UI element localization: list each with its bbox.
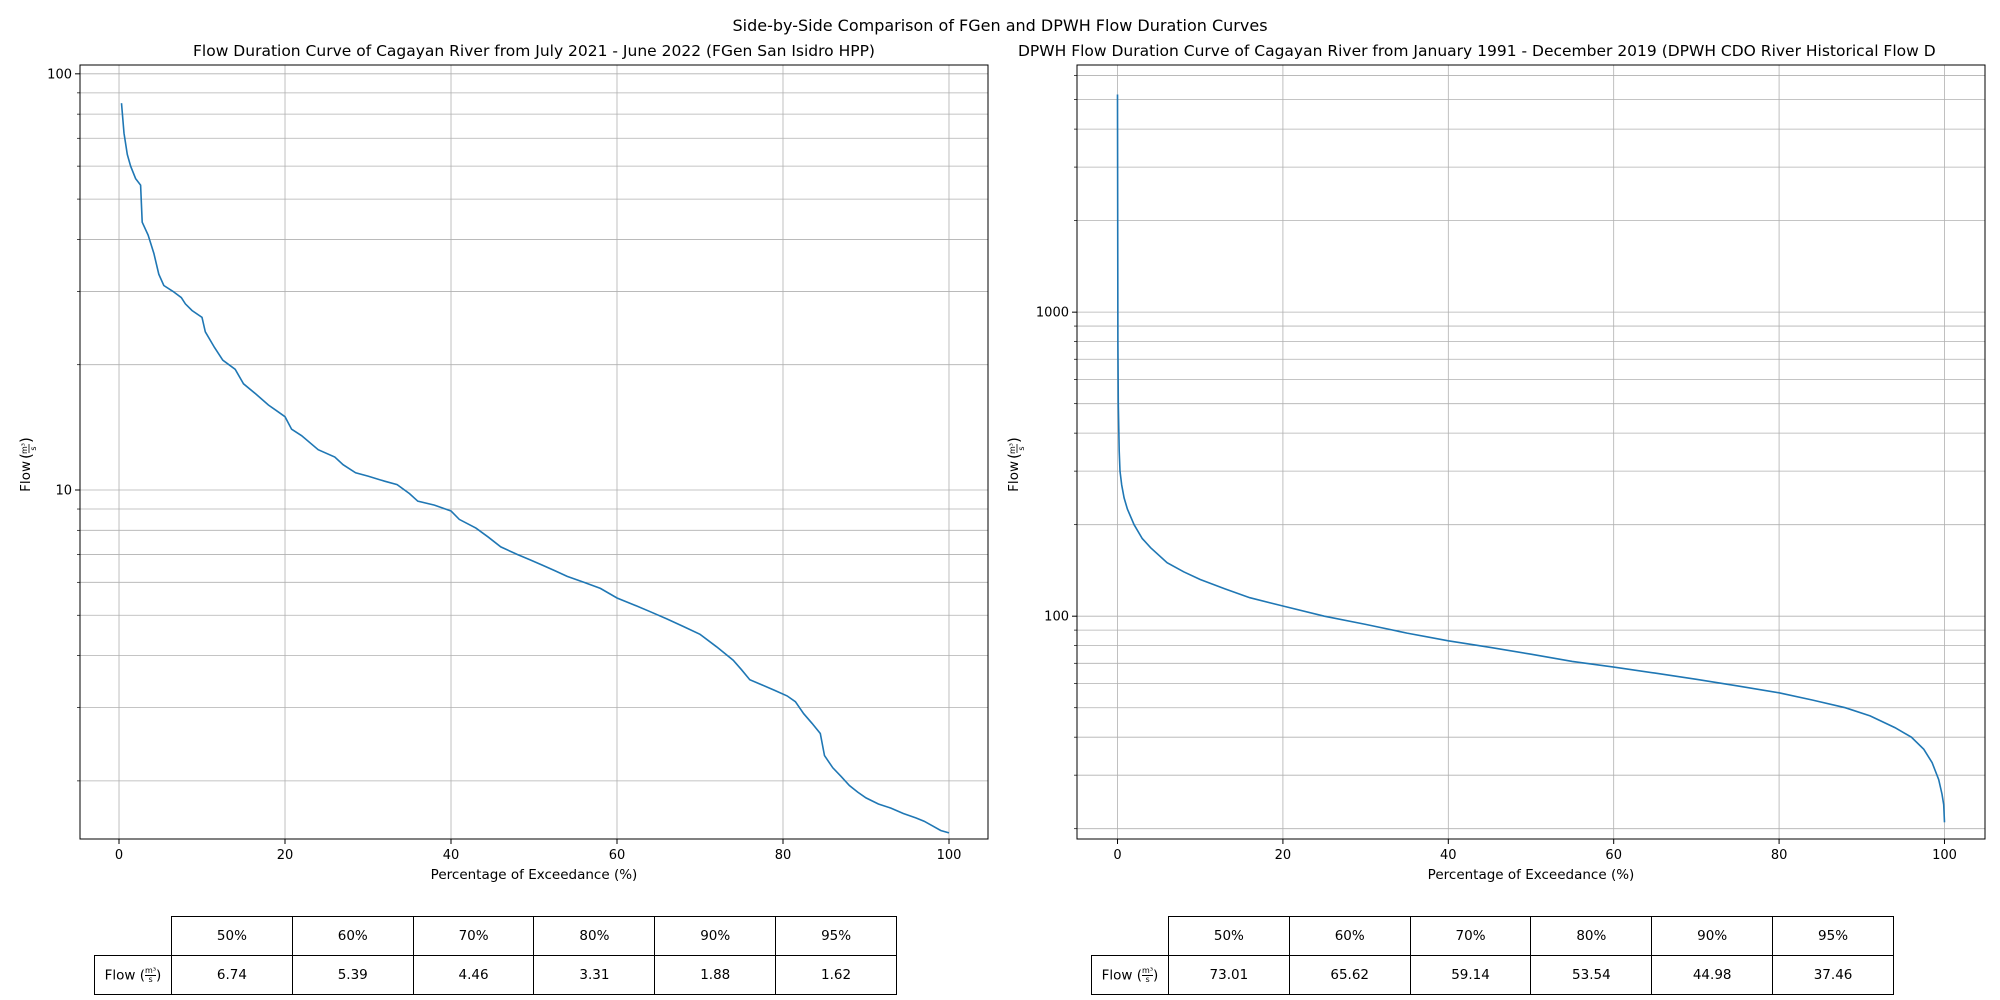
fgen-y-axis-unit-den: s: [29, 446, 38, 450]
dpwh-y-ticks: 100 1000: [1036, 75, 1077, 830]
fgen-x-tick-label: 40: [443, 848, 460, 863]
table-cell: 5.39: [291, 955, 414, 995]
table-cell: 65.62: [1288, 955, 1411, 995]
fgen-y-axis-label: Flow ( m³ s ): [17, 437, 38, 492]
dpwh-x-tick-label: 40: [1440, 848, 1457, 863]
fgen-gridlines: [80, 65, 988, 839]
row-label: Flow: [104, 967, 136, 983]
dpwh-y-axis-unit-num: m³: [1008, 443, 1017, 454]
unit-numerator: m³: [1142, 965, 1154, 976]
dpwh-flow-duration-panel: DPWH Flow Duration Curve of Cagayan Rive…: [1005, 42, 1986, 883]
table-cell: 59.14: [1409, 955, 1532, 995]
table-cell: 4.46: [412, 955, 535, 995]
unit-denominator: s: [1145, 974, 1150, 984]
fgen-table-flow-row: Flow (m³ s) 6.74 5.39 4.46 3.31 1.88 1.62: [94, 955, 897, 995]
fgen-exceedance-table: 50% 60% 70% 80% 90% 95% Flow (m³ s) 6.74 …: [94, 916, 897, 995]
dpwh-exceedance-table: 50% 60% 70% 80% 90% 95% Flow (m³ s) 73.01…: [1091, 916, 1894, 995]
figure-suptitle: Side-by-Side Comparison of FGen and DPWH…: [732, 16, 1267, 35]
table-header-cell: 90%: [654, 916, 777, 956]
table-corner: [1092, 917, 1169, 956]
unit-fraction: m³ s: [1142, 965, 1154, 984]
dpwh-chart-title: DPWH Flow Duration Curve of Cagayan Rive…: [1018, 42, 1936, 60]
dpwh-y-axis-unit-den: s: [1017, 446, 1026, 450]
fgen-y-ticks: 10 100: [47, 67, 80, 782]
unit-numerator: m³: [145, 965, 157, 976]
fgen-x-tick-label: 100: [937, 848, 962, 863]
table-header-cell: 80%: [1530, 916, 1653, 956]
table-header-cell: 80%: [533, 916, 656, 956]
table-header-cell: 95%: [775, 916, 897, 956]
fgen-y-tick-label: 100: [47, 67, 72, 82]
table-corner: [95, 917, 172, 956]
unit-fraction: m³ s: [145, 965, 157, 984]
table-header-cell: 95%: [1772, 916, 1894, 956]
fgen-x-tick-label: 0: [115, 848, 123, 863]
dpwh-x-tick-label: 0: [1113, 848, 1121, 863]
dpwh-y-tick-label: 1000: [1036, 306, 1069, 321]
fgen-chart-title: Flow Duration Curve of Cagayan River fro…: [193, 42, 875, 60]
row-label: Flow: [1101, 967, 1133, 983]
table-cell: 1.62: [775, 955, 897, 995]
table-header-cell: 70%: [412, 916, 535, 956]
fgen-y-axis-unit-num: m³: [20, 443, 29, 454]
dpwh-table-flow-row: Flow (m³ s) 73.01 65.62 59.14 53.54 44.98…: [1091, 955, 1894, 995]
dpwh-gridlines: [1077, 65, 1985, 839]
fgen-flow-duration-panel: Flow Duration Curve of Cagayan River fro…: [17, 42, 989, 883]
fgen-y-axis-label-text: Flow: [18, 461, 34, 492]
table-header-cell: 50%: [171, 916, 293, 956]
table-header-cell: 70%: [1409, 916, 1532, 956]
table-cell: 73.01: [1167, 955, 1290, 995]
table-cell: 44.98: [1651, 955, 1774, 995]
fgen-x-ticks: 0 20 40 60 80 100: [115, 839, 962, 863]
table-header-cell: 90%: [1651, 916, 1774, 956]
dpwh-x-tick-label: 20: [1275, 848, 1292, 863]
fgen-plot-frame: [79, 64, 989, 840]
fgen-y-axis-unit-paren-open: (: [17, 453, 35, 459]
dpwh-x-tick-label: 60: [1605, 848, 1622, 863]
table-cell: 6.74: [171, 955, 293, 995]
dpwh-y-axis-label-text: Flow: [1006, 461, 1022, 492]
table-cell: 53.54: [1530, 955, 1653, 995]
dpwh-y-axis-unit-paren-close: ): [1005, 437, 1023, 443]
dpwh-plot-frame: [1076, 64, 1986, 840]
dpwh-x-ticks: 0 20 40 60 80 100: [1113, 839, 1957, 863]
dpwh-x-tick-label: 80: [1771, 848, 1788, 863]
unit-denominator: s: [148, 974, 153, 984]
table-header-cell: 60%: [291, 916, 414, 956]
fgen-x-axis-label: Percentage of Exceedance (%): [431, 867, 638, 883]
table-row-header: Flow (m³ s): [1091, 955, 1169, 995]
fgen-flow-curve: [120, 103, 950, 834]
fgen-x-tick-label: 60: [609, 848, 626, 863]
fgen-x-tick-label: 80: [775, 848, 792, 863]
table-header-cell: 60%: [1288, 916, 1411, 956]
fgen-y-axis-unit-paren-close: ): [17, 437, 35, 443]
dpwh-x-axis-label: Percentage of Exceedance (%): [1428, 867, 1635, 883]
fgen-table-header-row: 50% 60% 70% 80% 90% 95%: [95, 916, 897, 956]
table-header-cell: 50%: [1167, 916, 1290, 956]
dpwh-flow-curve: [1116, 94, 1946, 823]
table-cell: 1.88: [654, 955, 777, 995]
dpwh-table-header-row: 50% 60% 70% 80% 90% 95%: [1092, 916, 1894, 956]
fgen-x-tick-label: 20: [277, 848, 294, 863]
fgen-y-tick-label: 10: [55, 483, 72, 498]
table-cell: 37.46: [1772, 955, 1894, 995]
dpwh-y-tick-label: 100: [1044, 610, 1069, 625]
dpwh-y-axis-unit-paren-open: (: [1005, 453, 1023, 459]
dpwh-x-tick-label: 100: [1932, 848, 1957, 863]
table-row-header: Flow (m³ s): [94, 955, 172, 995]
table-cell: 3.31: [533, 955, 656, 995]
dpwh-y-axis-label: Flow ( m³ s ): [1005, 437, 1026, 492]
